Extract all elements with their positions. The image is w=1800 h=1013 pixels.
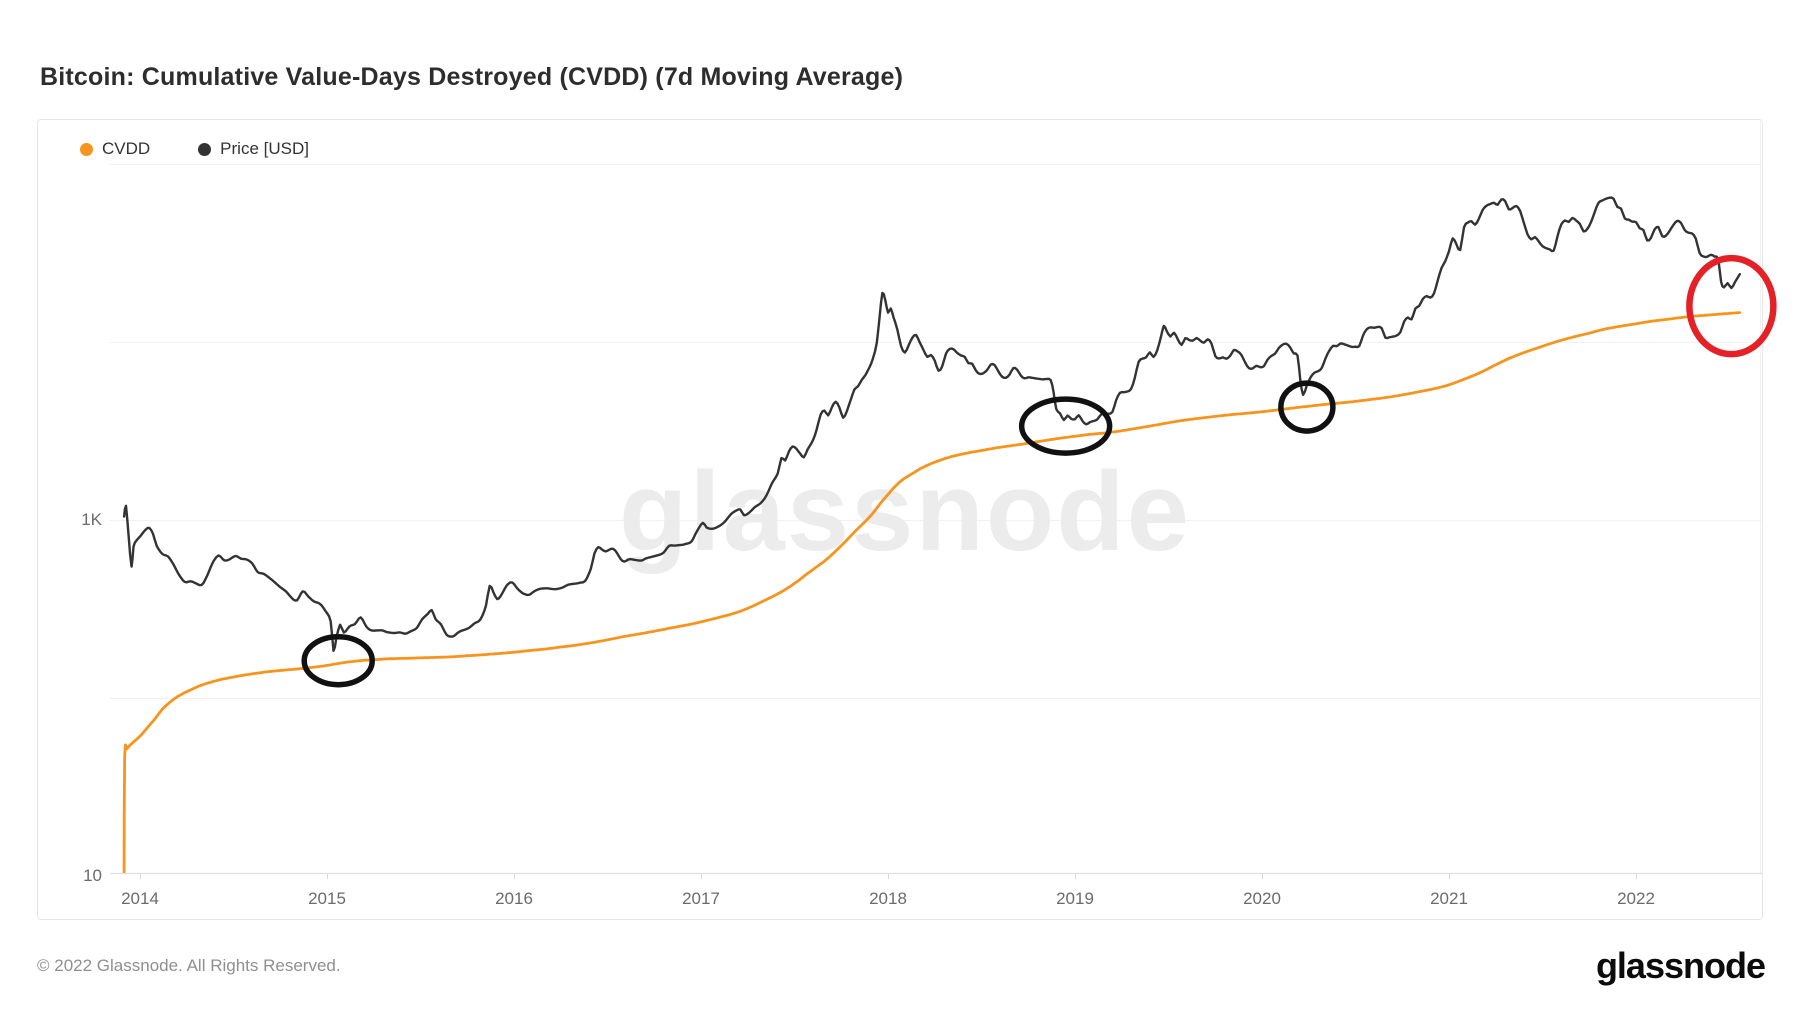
legend-label-cvdd: CVDD xyxy=(102,139,151,158)
annotation-ellipse-3 xyxy=(1278,380,1336,434)
x-axis-label-2022: 2022 xyxy=(1617,889,1655,908)
annotation-ellipse-2 xyxy=(1018,396,1113,456)
legend-item-price[interactable]: Price [USD] xyxy=(198,139,309,159)
y-axis-label-1K: 1K xyxy=(81,510,102,529)
y-axis-label-10: 10 xyxy=(83,866,102,885)
glassnode-watermark: glassnode xyxy=(619,449,1191,574)
price-line xyxy=(122,196,1741,652)
x-axis-label-2015: 2015 xyxy=(308,889,346,908)
x-axis-label-2021: 2021 xyxy=(1430,889,1468,908)
legend-label-price: Price [USD] xyxy=(220,139,309,158)
copyright-text: © 2022 Glassnode. All Rights Reserved. xyxy=(37,956,341,975)
price-series-dot-icon xyxy=(198,142,212,156)
annotation-ellipse-4 xyxy=(1686,254,1777,358)
chart-legend: CVDD Price [USD] xyxy=(80,139,309,159)
cvdd-line xyxy=(122,311,1742,873)
x-axis-label-2018: 2018 xyxy=(869,889,907,908)
legend-item-cvdd[interactable]: CVDD xyxy=(80,139,150,159)
page-title: Bitcoin: Cumulative Value-Days Destroyed… xyxy=(40,62,904,91)
x-axis-label-2020: 2020 xyxy=(1243,889,1281,908)
annotation-ellipse-1 xyxy=(301,633,375,688)
cvdd-series-dot-icon xyxy=(80,142,93,156)
x-axis-label-2017: 2017 xyxy=(682,889,720,908)
glassnode-logo: glassnode xyxy=(1595,945,1766,986)
x-axis-label-2016: 2016 xyxy=(495,889,533,908)
chart-panel xyxy=(37,119,1763,920)
x-axis-label-2014: 2014 xyxy=(121,889,159,908)
x-axis-label-2019: 2019 xyxy=(1056,889,1094,908)
